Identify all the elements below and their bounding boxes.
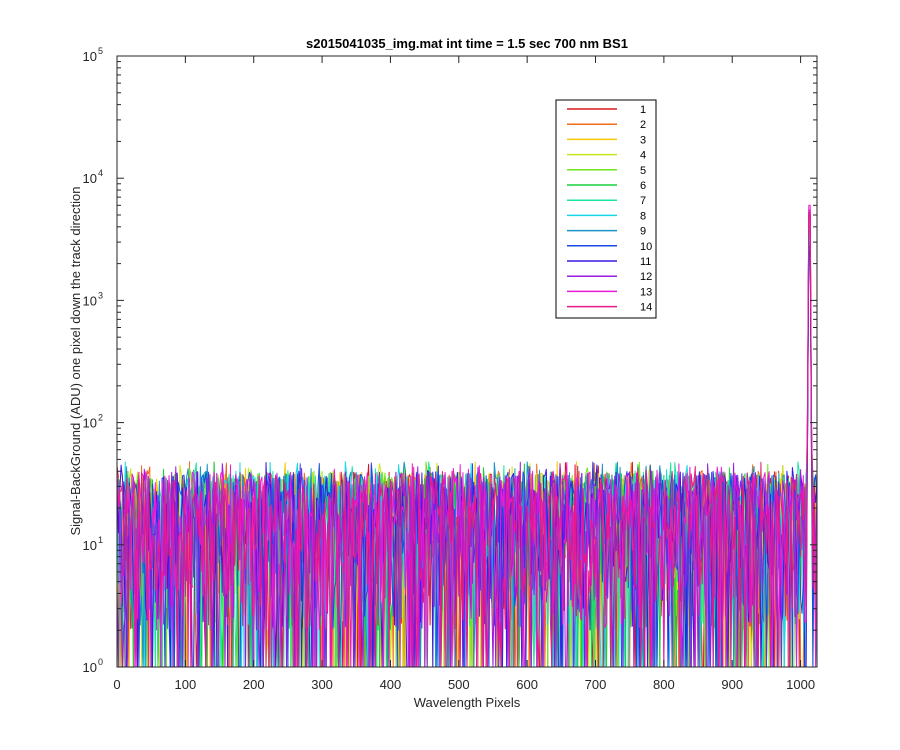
x-tick-label: 900 xyxy=(721,677,743,692)
y-tick-exponent: 1 xyxy=(98,535,103,545)
legend-label: 3 xyxy=(640,134,646,146)
legend-item: 1 xyxy=(567,104,646,116)
y-tick-label: 10 0 xyxy=(83,657,103,675)
legend-label: 13 xyxy=(640,286,652,298)
y-tick-label: 10 5 xyxy=(83,46,103,64)
y-tick-base: 10 xyxy=(83,660,97,675)
x-tick-label: 200 xyxy=(243,677,265,692)
y-tick-base: 10 xyxy=(83,293,97,308)
x-tick-label: 400 xyxy=(380,677,402,692)
legend-label: 11 xyxy=(640,256,651,268)
legend-item: 9 xyxy=(567,226,646,238)
legend-box xyxy=(555,99,657,319)
legend-item: 8 xyxy=(567,210,646,222)
legend-label: 4 xyxy=(640,150,646,162)
legend-item: 13 xyxy=(567,286,652,298)
x-tick-label: 800 xyxy=(653,677,675,692)
x-axis: 0 100 200 300 400 500 600 700 800 900 1000 xyxy=(113,56,815,692)
legend-item: 11 xyxy=(567,256,651,268)
legend-item: 4 xyxy=(567,150,646,162)
legend-item: 6 xyxy=(567,180,646,192)
x-tick-label: 700 xyxy=(585,677,607,692)
plot-frame xyxy=(116,55,818,668)
y-tick-base: 10 xyxy=(83,416,97,431)
legend-label: 1 xyxy=(640,104,646,116)
legend-label: 9 xyxy=(640,226,646,238)
legend-item: 10 xyxy=(567,241,652,253)
y-tick-label: 10 1 xyxy=(83,535,103,553)
legend-label: 12 xyxy=(640,271,652,283)
x-tick-label: 0 xyxy=(113,677,120,692)
legend-label: 10 xyxy=(640,241,652,253)
y-tick-label: 10 2 xyxy=(83,413,103,431)
y-tick-exponent: 0 xyxy=(98,657,103,667)
legend-item: 5 xyxy=(567,165,646,177)
legend-label: 14 xyxy=(640,302,652,314)
y-tick-label: 10 4 xyxy=(83,168,103,186)
legend-label: 7 xyxy=(640,195,646,207)
legend-item: 2 xyxy=(567,119,646,131)
legend-item: 14 xyxy=(567,302,652,314)
y-tick-base: 10 xyxy=(83,171,97,186)
legend-label: 6 xyxy=(640,180,646,192)
x-tick-label: 500 xyxy=(448,677,470,692)
y-axis-label: Signal-BackGround (ADU) one pixel down t… xyxy=(68,186,83,535)
y-tick-exponent: 5 xyxy=(98,46,103,56)
legend-item: 12 xyxy=(567,271,652,283)
y-tick-exponent: 2 xyxy=(98,413,103,423)
x-axis-label: Wavelength Pixels xyxy=(414,695,521,710)
y-tick-base: 10 xyxy=(83,538,97,553)
y-tick-exponent: 3 xyxy=(98,290,103,300)
y-tick-exponent: 4 xyxy=(98,168,103,178)
y-tick-base: 10 xyxy=(83,49,97,64)
x-tick-label: 100 xyxy=(175,677,197,692)
legend-label: 5 xyxy=(640,165,646,177)
x-tick-label: 1000 xyxy=(786,677,815,692)
plot-area xyxy=(116,56,818,668)
legend-label: 2 xyxy=(640,119,646,131)
legend-item: 7 xyxy=(567,195,646,207)
legend-label: 8 xyxy=(640,210,646,222)
chart-title: s2015041035_img.mat int time = 1.5 sec 7… xyxy=(306,36,628,51)
legend-item: 3 xyxy=(567,134,646,146)
y-tick-label: 10 3 xyxy=(83,290,103,308)
x-tick-label: 300 xyxy=(311,677,333,692)
x-tick-label: 600 xyxy=(516,677,538,692)
